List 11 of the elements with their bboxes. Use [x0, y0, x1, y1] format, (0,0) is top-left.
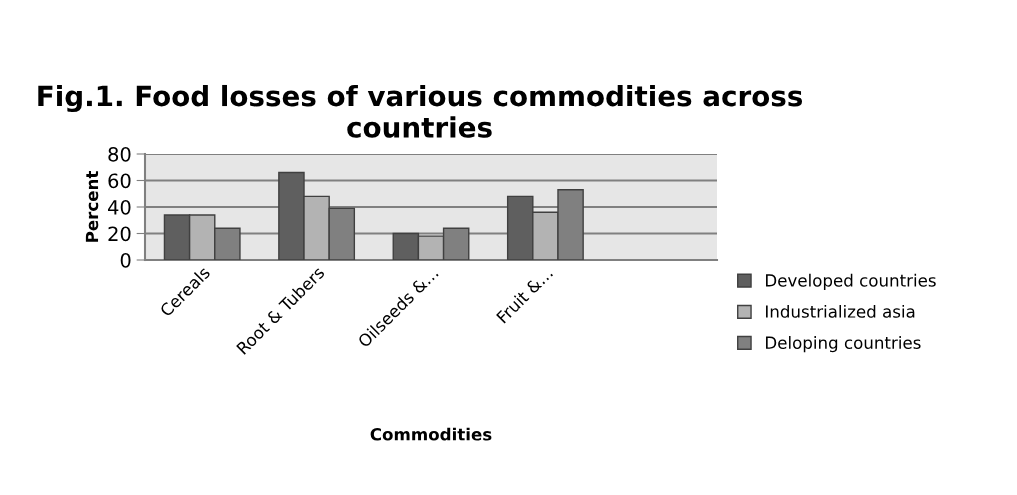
- y-tick-label: 0: [120, 252, 131, 268]
- y-axis-title: Percent: [85, 171, 99, 242]
- y-tick-label: 40: [108, 199, 131, 215]
- legend-label: Industrialized asia: [766, 304, 915, 318]
- y-tick-label: 20: [108, 226, 131, 242]
- chart-title: Fig.1. Food losses of various commodities across countries: [38, 84, 803, 138]
- x-axis-title: Commodities: [370, 427, 492, 441]
- y-tick-label: 80: [108, 146, 131, 162]
- legend-label: Developed countries: [766, 273, 936, 290]
- y-tick-label: 60: [108, 173, 131, 189]
- legend-label: Deloping countries: [766, 336, 921, 353]
